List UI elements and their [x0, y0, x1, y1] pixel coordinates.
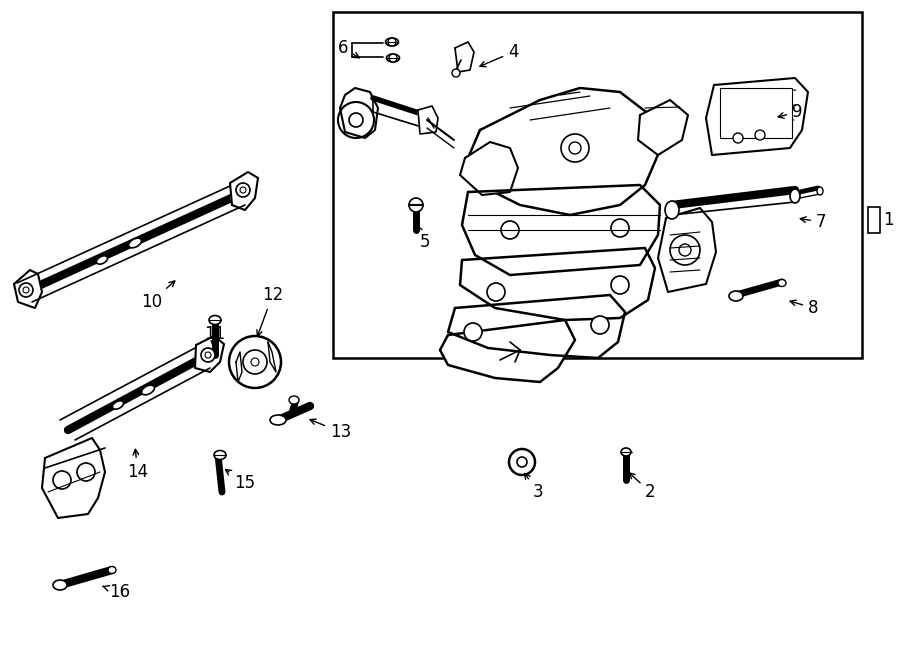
- Circle shape: [201, 348, 215, 362]
- Text: 4: 4: [480, 43, 518, 67]
- Polygon shape: [468, 88, 660, 215]
- Circle shape: [679, 244, 691, 256]
- Circle shape: [23, 287, 29, 293]
- Ellipse shape: [129, 238, 141, 248]
- Text: 1: 1: [883, 211, 894, 229]
- Circle shape: [349, 113, 363, 127]
- Text: 12: 12: [256, 286, 284, 336]
- Ellipse shape: [96, 256, 107, 264]
- Polygon shape: [638, 100, 688, 155]
- Circle shape: [19, 283, 33, 297]
- Ellipse shape: [214, 451, 226, 459]
- Circle shape: [501, 221, 519, 239]
- Ellipse shape: [112, 401, 123, 409]
- Circle shape: [243, 350, 267, 374]
- Text: 15: 15: [226, 469, 255, 492]
- Polygon shape: [706, 78, 808, 155]
- Text: 9: 9: [778, 103, 803, 121]
- Ellipse shape: [385, 38, 399, 46]
- Circle shape: [205, 352, 211, 358]
- Polygon shape: [230, 172, 258, 210]
- Ellipse shape: [108, 566, 116, 574]
- Polygon shape: [448, 295, 625, 358]
- Ellipse shape: [289, 396, 299, 404]
- Ellipse shape: [621, 448, 631, 456]
- Text: 6: 6: [338, 39, 359, 58]
- Text: 10: 10: [141, 281, 175, 311]
- Text: 16: 16: [104, 583, 130, 601]
- Circle shape: [517, 457, 527, 467]
- Polygon shape: [460, 142, 518, 195]
- Polygon shape: [340, 88, 378, 138]
- Text: 8: 8: [790, 299, 818, 317]
- Circle shape: [509, 449, 535, 475]
- Ellipse shape: [386, 54, 400, 62]
- Circle shape: [229, 336, 281, 388]
- Text: 11: 11: [204, 325, 225, 346]
- Polygon shape: [460, 248, 655, 320]
- Text: 5: 5: [417, 226, 430, 251]
- Ellipse shape: [778, 280, 786, 286]
- Bar: [333, 12, 862, 358]
- Text: 7: 7: [800, 213, 826, 231]
- Ellipse shape: [141, 385, 155, 395]
- Bar: [720, 88, 792, 138]
- Polygon shape: [268, 342, 276, 372]
- Circle shape: [389, 54, 397, 62]
- Circle shape: [611, 276, 629, 294]
- Circle shape: [251, 358, 259, 366]
- Circle shape: [236, 183, 250, 197]
- Circle shape: [755, 130, 765, 140]
- Ellipse shape: [209, 315, 221, 325]
- Text: 14: 14: [127, 449, 148, 481]
- Circle shape: [611, 219, 629, 237]
- Text: 2: 2: [629, 473, 655, 501]
- Circle shape: [338, 102, 374, 138]
- Ellipse shape: [665, 201, 679, 219]
- Polygon shape: [14, 270, 42, 308]
- Polygon shape: [462, 185, 660, 275]
- Ellipse shape: [817, 187, 823, 195]
- Polygon shape: [658, 208, 716, 292]
- Circle shape: [670, 235, 700, 265]
- Polygon shape: [42, 438, 105, 518]
- Ellipse shape: [729, 291, 743, 301]
- Polygon shape: [195, 336, 224, 372]
- Polygon shape: [236, 352, 242, 382]
- Circle shape: [591, 316, 609, 334]
- Circle shape: [487, 283, 505, 301]
- Circle shape: [53, 471, 71, 489]
- Circle shape: [388, 38, 396, 46]
- Circle shape: [452, 69, 460, 77]
- Text: 3: 3: [525, 473, 544, 501]
- Text: 13: 13: [310, 419, 351, 441]
- Circle shape: [464, 323, 482, 341]
- Ellipse shape: [270, 415, 286, 425]
- Circle shape: [240, 187, 246, 193]
- Circle shape: [77, 463, 95, 481]
- Circle shape: [409, 198, 423, 212]
- Circle shape: [569, 142, 581, 154]
- Circle shape: [733, 133, 743, 143]
- Ellipse shape: [53, 580, 67, 590]
- Polygon shape: [418, 106, 438, 134]
- Ellipse shape: [790, 189, 800, 203]
- Circle shape: [561, 134, 589, 162]
- Polygon shape: [440, 320, 575, 382]
- Polygon shape: [455, 42, 474, 72]
